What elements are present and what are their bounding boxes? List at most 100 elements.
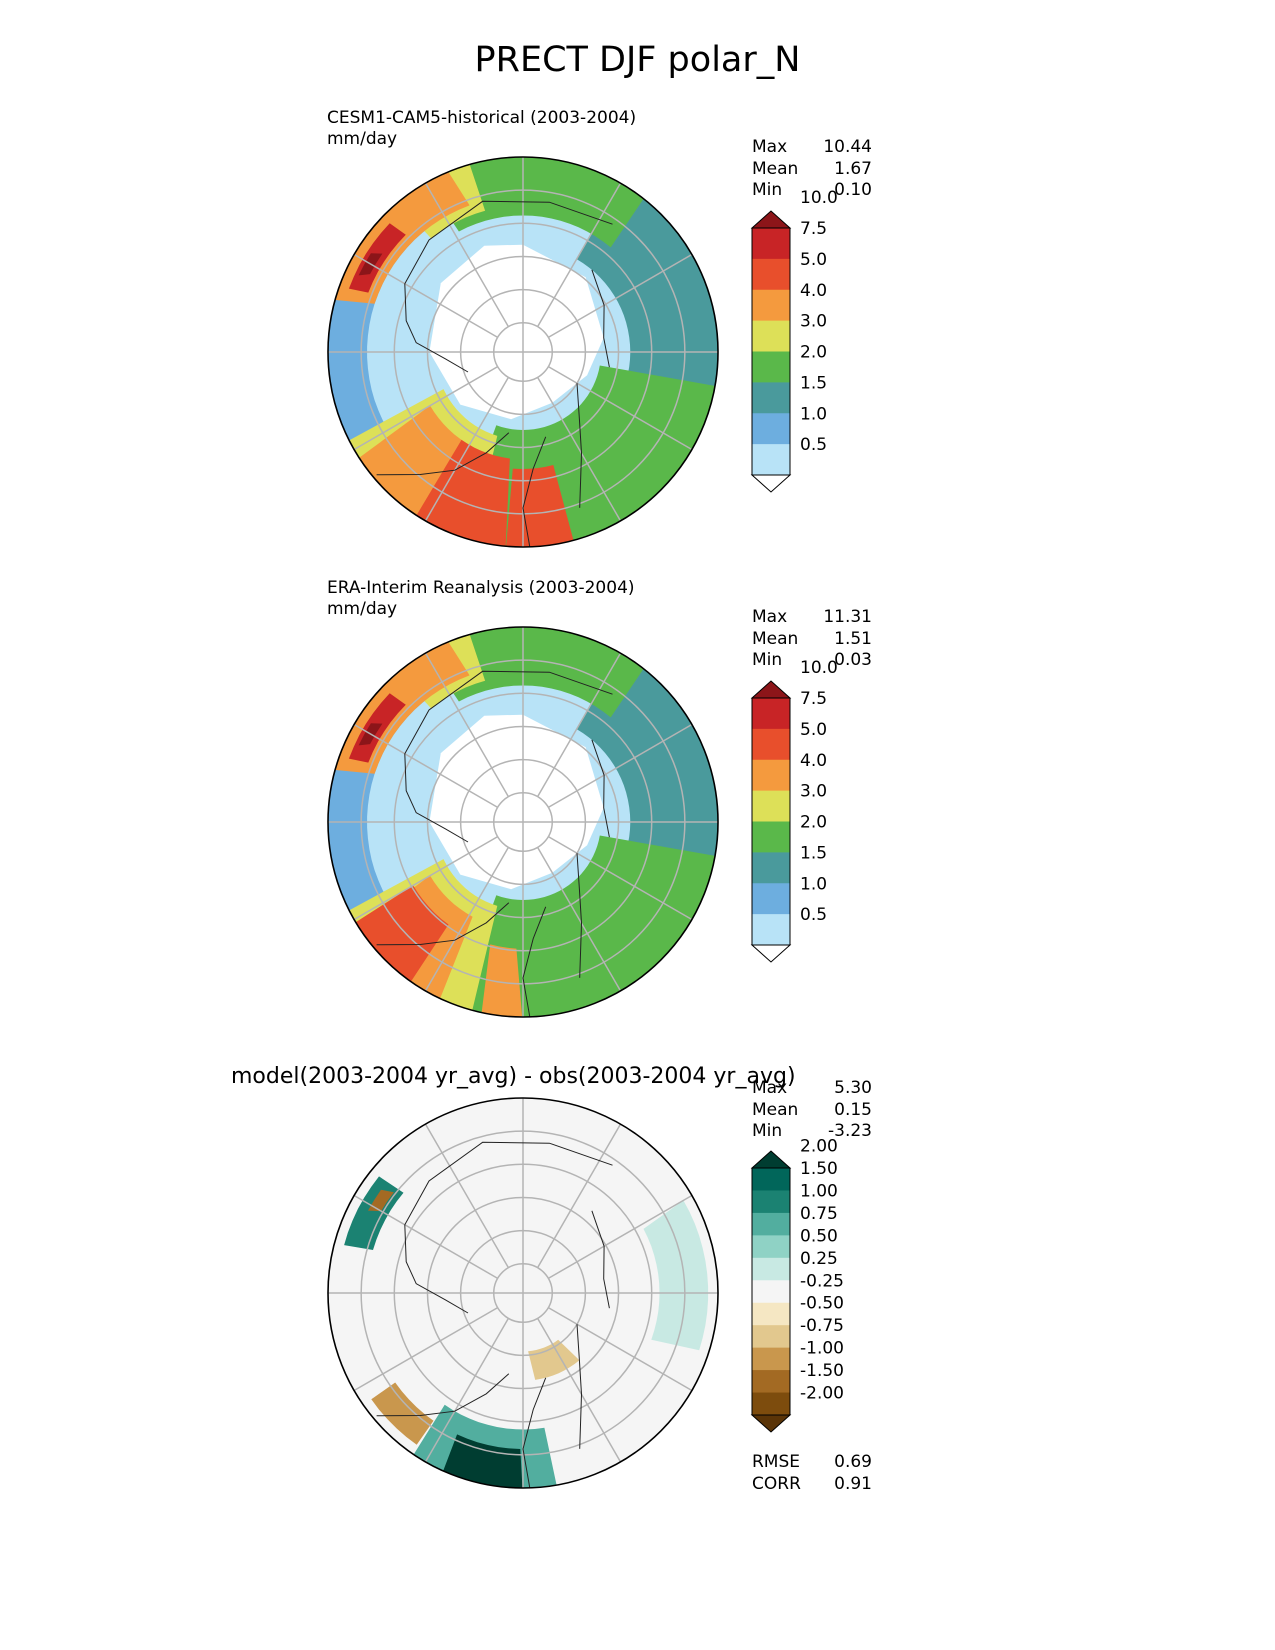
colorbar-obs-tick-label: 2.0	[800, 813, 827, 833]
colorbar-obs-tick-label: 3.0	[800, 782, 827, 802]
stat-max: Max 10.44	[752, 137, 872, 159]
colorbar-model-tick-label: 4.0	[800, 281, 827, 301]
colorbar-obs: 0.5 1.0 1.5 2.0 3.0 4.0 5.0 7.5 10.0	[750, 658, 838, 963]
coastline	[591, 739, 610, 838]
colorbar-obs-tick-label: 1.5	[800, 843, 827, 863]
metric-label: RMSE	[752, 1452, 801, 1472]
field-band-north	[420, 627, 650, 718]
meridian	[424, 652, 510, 798]
meridian	[424, 1317, 510, 1463]
colorbar-obs-tick-label: 1.0	[800, 874, 827, 894]
colorbar-obs-swatch	[752, 698, 790, 730]
colorbar-model-swatch	[752, 382, 790, 414]
coastline	[376, 1373, 510, 1417]
panel-units-model: mm/day	[327, 129, 398, 149]
meridian	[353, 253, 499, 339]
stats-diff: Max 5.30 Mean 0.15 Min -3.23	[752, 1078, 872, 1143]
graticule	[328, 1098, 718, 1488]
coastline	[576, 383, 583, 508]
meridian	[424, 376, 510, 522]
coastlines	[376, 670, 613, 1017]
colorbar-model-tick-label: 2.0	[800, 343, 827, 363]
coastline	[591, 1210, 610, 1309]
polar-map-model	[327, 156, 719, 548]
stat-label: Mean	[752, 1099, 799, 1120]
meridian	[547, 835, 693, 921]
colorbar-diff-tick-label: -0.50	[800, 1294, 844, 1314]
colorbar-diff-swatch	[752, 1257, 790, 1281]
field-diff-sw-neg	[371, 1382, 434, 1445]
colorbar-diff-extend-max	[750, 1150, 792, 1169]
coastline	[522, 906, 547, 1017]
stat-label: Max	[752, 607, 788, 627]
colorbar-diff-tick-label: 0.50	[800, 1226, 838, 1246]
coastline	[404, 1141, 613, 1314]
colorbar-model-swatch	[752, 258, 790, 291]
colorbar-diff-swatch	[752, 1212, 790, 1236]
stat-label: Min	[752, 1121, 783, 1141]
colorbar-obs-swatch	[752, 852, 790, 884]
coastlines	[376, 200, 613, 547]
colorbar-diff-tick-label: -0.25	[800, 1271, 844, 1291]
panel-title-obs: ERA-Interim Reanalysis (2003-2004)	[327, 578, 635, 598]
colorbar-diff-tick-label: -2.00	[800, 1384, 844, 1404]
meridian	[536, 376, 622, 522]
stat-value: 0.15	[834, 1099, 872, 1120]
field-diff-c-neg	[528, 1339, 580, 1380]
colorbar-diff-swatch	[752, 1302, 790, 1326]
stat-min: Min 0.03	[752, 650, 872, 672]
colorbar-obs-tick-label: 10.0	[800, 658, 838, 678]
meridian	[353, 723, 499, 809]
colorbar-diff-tick-label: -0.75	[800, 1316, 844, 1336]
stats-model: Max 10.44 Mean 1.67 Min 0.10	[752, 137, 872, 202]
graticule	[328, 157, 718, 547]
stat-value: 1.51	[834, 628, 872, 649]
colorbar-model-frame	[751, 227, 791, 476]
coastline	[522, 1377, 547, 1488]
colorbar-model-swatch	[752, 289, 790, 322]
metric-rmse: RMSE 0.69	[752, 1452, 872, 1474]
metric-value: 0.69	[834, 1452, 872, 1472]
field-diff-e-pos	[643, 1200, 709, 1351]
polar-map-obs	[327, 626, 719, 1018]
meridian	[547, 1306, 693, 1392]
meridian	[353, 365, 499, 451]
colorbar-diff-swatch	[752, 1280, 790, 1304]
coastline	[522, 436, 547, 547]
colorbar-diff-swatch	[752, 1190, 790, 1214]
colorbar-obs-swatch	[752, 914, 790, 946]
panel-title-model: CESM1-CAM5-historical (2003-2004)	[327, 108, 637, 128]
colorbar-obs-swatch	[752, 728, 790, 761]
colorbar-diff-tick-label: 0.25	[800, 1249, 838, 1269]
stat-mean: Mean 1.67	[752, 159, 872, 181]
meridian	[424, 846, 510, 992]
coastline	[576, 1324, 583, 1449]
field-band-north	[420, 157, 650, 248]
stat-label: Max	[752, 137, 788, 157]
colorbar-model-swatch	[752, 228, 790, 260]
metric-corr: CORR 0.91	[752, 1474, 872, 1496]
colorbar-obs-swatch	[752, 821, 790, 853]
stat-value: 5.30	[834, 1078, 872, 1098]
meridian	[353, 835, 499, 921]
map-boundary	[327, 626, 719, 1018]
graticule	[328, 627, 718, 1017]
colorbar-diff-swatch	[752, 1168, 790, 1191]
panel-units-obs: mm/day	[327, 599, 398, 619]
colorbar-diff-swatch	[752, 1347, 790, 1371]
coastline	[576, 853, 583, 978]
meridian	[547, 723, 693, 809]
meridian	[536, 652, 622, 798]
meridian	[353, 1194, 499, 1280]
meridian	[424, 1123, 510, 1269]
colorbar-obs-tick-label: 0.5	[800, 905, 827, 925]
colorbar-diff-extend-min	[750, 1414, 792, 1433]
metrics-diff: RMSE 0.69 CORR 0.91	[752, 1452, 872, 1495]
colorbar-model-tick-label: 3.0	[800, 312, 827, 332]
colorbar-obs-tick-label: 7.5	[800, 689, 827, 709]
stats-obs: Max 11.31 Mean 1.51 Min 0.03	[752, 607, 872, 672]
field-band-s-orange	[480, 944, 523, 1017]
colorbar-obs-tick-label: 5.0	[800, 720, 827, 740]
panel-title-diff: model(2003-2004 yr_avg) - obs(2003-2004 …	[231, 1064, 796, 1089]
stat-label: Min	[752, 650, 783, 670]
